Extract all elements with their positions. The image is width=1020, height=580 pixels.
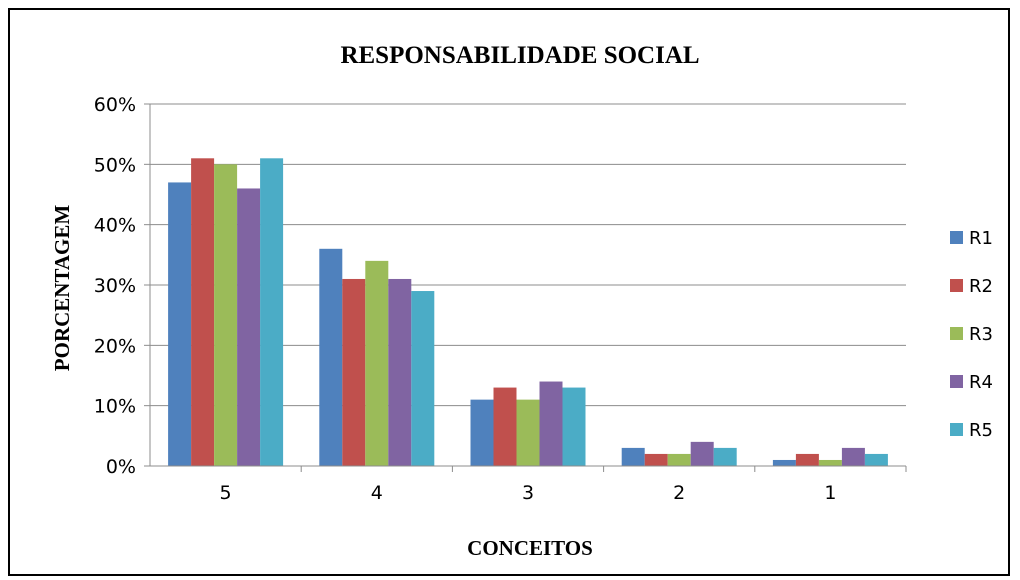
x-tick-label: 5 (220, 482, 232, 504)
bar-r3-cat-3 (516, 399, 540, 466)
bar-r1-cat-5 (168, 182, 192, 466)
bar-r4-cat-4 (388, 278, 412, 466)
y-tick-label: 10% (94, 396, 136, 418)
bar-r4-cat-2 (690, 441, 714, 466)
y-tick-label: 20% (94, 335, 136, 357)
bar-r5-cat-1 (864, 453, 888, 466)
y-tick-label: 30% (94, 275, 136, 297)
bar-r2-cat-5 (191, 158, 215, 467)
bar-r3-cat-4 (365, 260, 389, 466)
legend-label-r5: R5 (969, 420, 993, 441)
y-tick-label: 60% (94, 94, 136, 116)
bar-r1-cat-2 (621, 447, 645, 466)
bar-r1-cat-3 (470, 399, 494, 466)
legend-swatch-r1 (950, 231, 963, 244)
legend-label-r1: R1 (969, 228, 993, 249)
bar-r2-cat-4 (342, 278, 366, 466)
legend-swatch-r2 (950, 279, 963, 292)
x-axis-title: CONCEITOS (467, 536, 593, 560)
legend-label-r2: R2 (969, 276, 993, 297)
x-tick-label: 3 (522, 482, 534, 504)
bar-r4-cat-5 (237, 188, 261, 466)
bar-r5-cat-2 (713, 447, 737, 466)
bar-r4-cat-3 (539, 381, 563, 466)
x-tick-label: 2 (673, 482, 685, 504)
legend-swatch-r3 (950, 327, 963, 340)
bar-r5-cat-3 (562, 387, 586, 466)
bar-r4-cat-1 (841, 447, 865, 466)
bar-r3-cat-1 (818, 459, 842, 466)
legend-swatch-r4 (950, 375, 963, 388)
bar-r2-cat-3 (493, 387, 517, 466)
x-tick-label: 1 (824, 482, 836, 504)
legend-label-r3: R3 (969, 324, 993, 345)
bar-r5-cat-4 (411, 291, 435, 466)
bar-r2-cat-1 (795, 453, 819, 466)
y-tick-label: 0% (106, 456, 136, 478)
chart-title: RESPONSABILIDADE SOCIAL (340, 42, 699, 69)
y-tick-label: 40% (94, 215, 136, 237)
legend-label-r4: R4 (969, 372, 993, 393)
bar-r3-cat-2 (667, 453, 691, 466)
bar-r5-cat-5 (260, 158, 284, 467)
y-axis-title: PORCENTAGEM (50, 205, 74, 372)
legend-swatch-r5 (950, 423, 963, 436)
y-tick-label: 50% (94, 154, 136, 176)
x-tick-label: 4 (371, 482, 383, 504)
bar-r1-cat-1 (772, 459, 796, 466)
bar-r2-cat-2 (644, 453, 668, 466)
bar-r1-cat-4 (319, 248, 343, 466)
bar-r3-cat-5 (214, 164, 238, 467)
